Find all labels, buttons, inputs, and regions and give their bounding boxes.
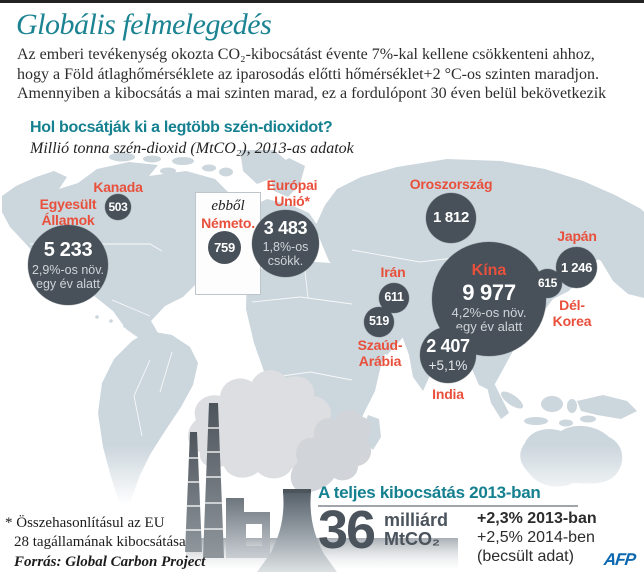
change-2014: +2,5% 2014-ben: [477, 529, 595, 546]
label-canada: Kanada: [93, 179, 143, 195]
label-south-korea: Dél- Korea: [552, 297, 592, 329]
emission-value-eu: 3 483: [263, 218, 308, 239]
footnote-line1: * Összehasonlításul az EU: [5, 515, 165, 531]
label-japan: Japán: [557, 228, 597, 244]
chimney-left: [185, 432, 202, 552]
emission-value-usa: 5 233: [43, 238, 93, 261]
label-saudi-arabia: Szaúd- Arábia: [357, 337, 403, 369]
emission-value-germany: 759: [214, 239, 235, 255]
footnote-line2: 28 tagállamának kibocsátása: [14, 534, 186, 550]
emission-value-india: 2 407: [426, 336, 470, 356]
change-2013: +2,3% 2013-ban: [477, 510, 597, 527]
label-russia: Oroszország: [409, 176, 493, 192]
emission-value-iran: 611: [384, 290, 404, 305]
emission-bubble-south-korea: 615: [533, 269, 562, 298]
emission-value-south-korea: 615: [537, 276, 558, 291]
emission-bubble-india: 2 407 +5,1%: [420, 327, 476, 383]
label-iran: Irán: [380, 264, 406, 280]
intro-paragraph: Az emberi tevékenység okozta CO₂-kibocsá…: [17, 46, 607, 102]
chimney-right: [203, 403, 224, 558]
smoke-plume: [290, 409, 372, 493]
afp-logo: AFP: [603, 550, 637, 569]
emission-value-japan: 1 246: [560, 259, 593, 275]
cooling-tower-rim: [283, 489, 311, 493]
change-estimate-note: (becsült adat): [477, 548, 574, 565]
total-unit: milliárd MtCO₂: [384, 510, 449, 549]
emission-note-eu: 1,8%-os csökk.: [262, 239, 309, 268]
smoke-cloud: [188, 370, 333, 479]
label-eu: Európai Unió*: [266, 177, 318, 209]
germany-inset-box: ebből Németo. 759: [195, 192, 261, 295]
map-section-heading: Hol bocsátják ki a legtöbb szén-dioxidot…: [30, 119, 333, 136]
emission-note-india: +5,1%: [428, 357, 468, 373]
emission-note-usa: 2,9%-os növ. egy év alatt: [31, 262, 105, 291]
label-china: Kína: [471, 262, 507, 279]
label-india: India: [432, 386, 464, 402]
emission-bubble-usa: 5 233 2,9%-os növ. egy év alatt: [28, 225, 108, 305]
emission-bubble-japan: 1 246: [556, 247, 597, 288]
label-usa: Egyesült Államok: [39, 196, 97, 228]
emission-value-china: 9 977: [462, 279, 516, 305]
factory-smokestacks-illustration: [185, 370, 458, 572]
page-title: Globális felmelegedés: [16, 8, 272, 41]
emission-bubble-eu: 3 483 1,8%-os csökk.: [252, 210, 319, 277]
factory-building: [226, 498, 270, 558]
map-section-subtitle: Millió tonna szén-dioxid (MtCO₂), 2013-a…: [30, 140, 354, 157]
cooling-tower: [257, 492, 337, 572]
emission-bubble-russia: 1 812: [426, 193, 476, 243]
germany-prefix: ebből: [211, 198, 245, 214]
emission-bubble-canada: 503: [105, 194, 131, 220]
emission-value-saudi-arabia: 519: [369, 314, 389, 329]
total-rule: [318, 505, 578, 507]
emission-bubble-iran: 611: [379, 283, 409, 313]
emission-value-russia: 1 812: [432, 209, 470, 227]
chimney-rings: [185, 427, 223, 531]
emission-bubble-germany: 759: [208, 231, 241, 264]
total-value: 36: [318, 500, 376, 560]
emission-note-china: 4,2%-os növ. egy év alatt: [451, 304, 527, 335]
top-rule: [0, 0, 644, 3]
total-changes: +2,3% 2013-ban +2,5% 2014-ben (becsült a…: [477, 509, 597, 566]
total-heading: A teljes kibocsátás 2013-ban: [318, 483, 541, 502]
source-credit: Forrás: Global Carbon Project: [14, 554, 206, 570]
emission-value-canada: 503: [108, 199, 128, 214]
label-germany: Németo.: [201, 215, 255, 231]
